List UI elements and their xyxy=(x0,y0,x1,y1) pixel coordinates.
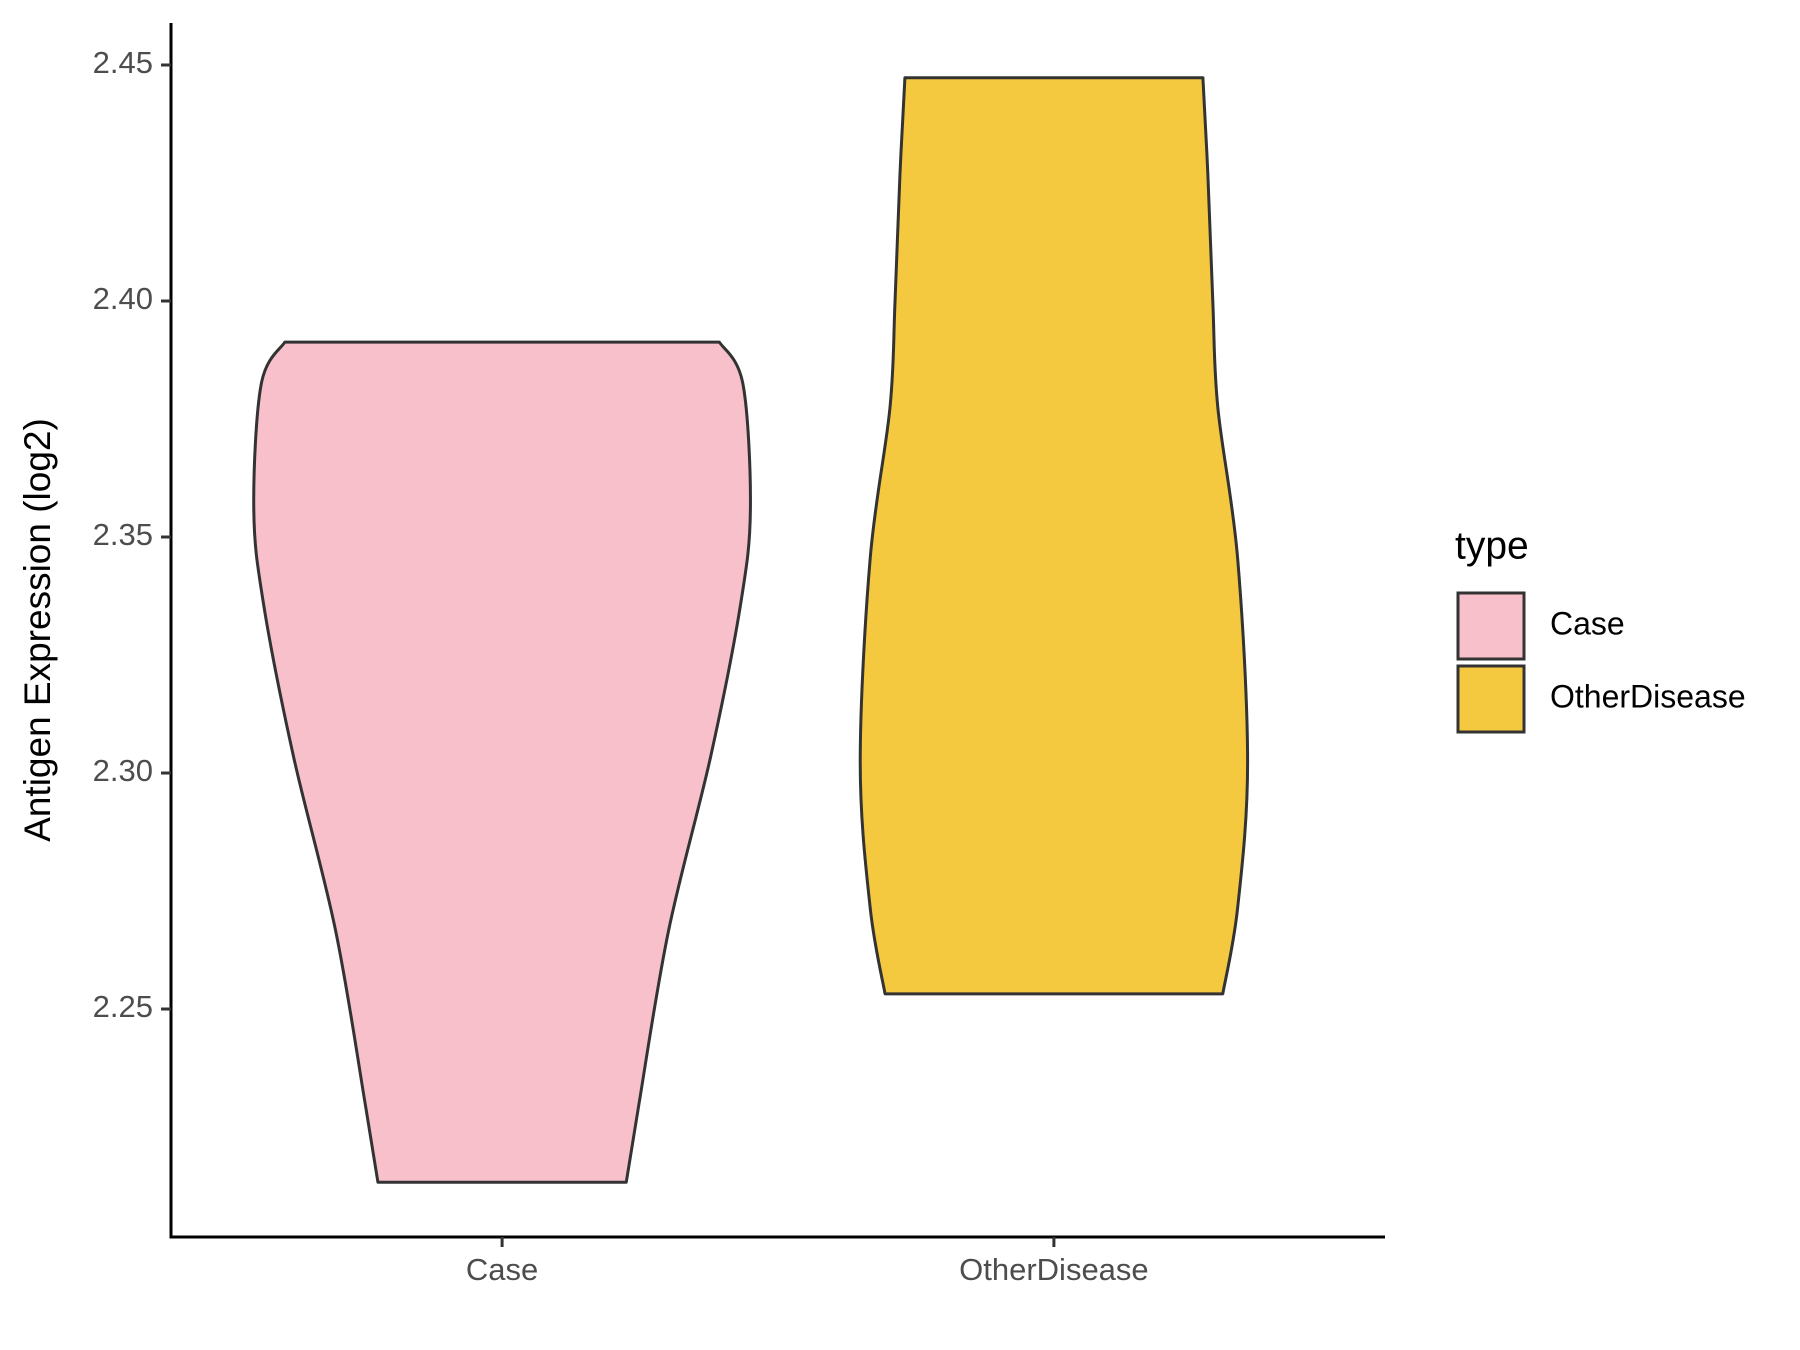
violin xyxy=(252,340,752,1184)
legend-key xyxy=(1456,591,1526,661)
violin xyxy=(858,76,1250,996)
y-tick-label: 2.45 xyxy=(93,45,153,80)
x-tick-label: OtherDisease xyxy=(959,1252,1149,1287)
legend-label: Case xyxy=(1550,605,1625,641)
y-tick-label: 2.35 xyxy=(93,517,153,552)
legend-title: type xyxy=(1455,524,1529,567)
y-tick-label: 2.40 xyxy=(93,281,153,316)
y-tick-label: 2.25 xyxy=(93,989,153,1024)
legend-key xyxy=(1456,664,1526,734)
x-tick-label: Case xyxy=(466,1252,538,1287)
y-axis-title: Antigen Expression (log2) xyxy=(17,418,58,842)
y-tick-label: 2.30 xyxy=(93,753,153,788)
legend-label: OtherDisease xyxy=(1550,678,1746,714)
